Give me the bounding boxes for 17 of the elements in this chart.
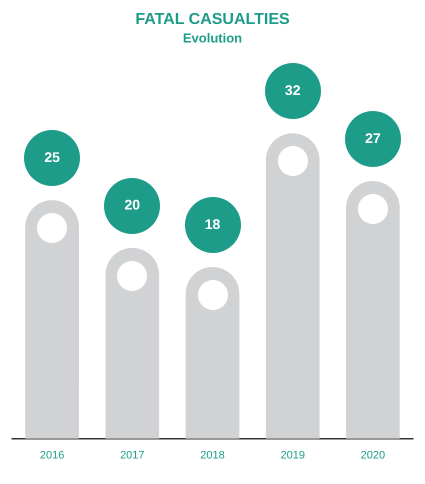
bar (105, 248, 160, 439)
bar (25, 200, 79, 439)
data-label: 20 (124, 196, 140, 213)
data-label: 18 (204, 216, 220, 232)
bar (346, 181, 400, 439)
x-tick-label: 2019 (280, 449, 305, 462)
x-tick-label: 2017 (120, 449, 145, 462)
data-label: 27 (365, 130, 381, 146)
data-label: 25 (44, 148, 60, 165)
bar (186, 266, 240, 439)
chart-title: FATAL CASUALTIES (135, 11, 290, 28)
chart-subtitle: Evolution (182, 30, 242, 46)
x-tick-label: 2020 (360, 449, 386, 462)
x-tick-label: 2018 (200, 449, 225, 462)
x-tick-label: 2016 (40, 449, 64, 462)
bar (266, 133, 320, 439)
data-label: 32 (284, 82, 301, 98)
